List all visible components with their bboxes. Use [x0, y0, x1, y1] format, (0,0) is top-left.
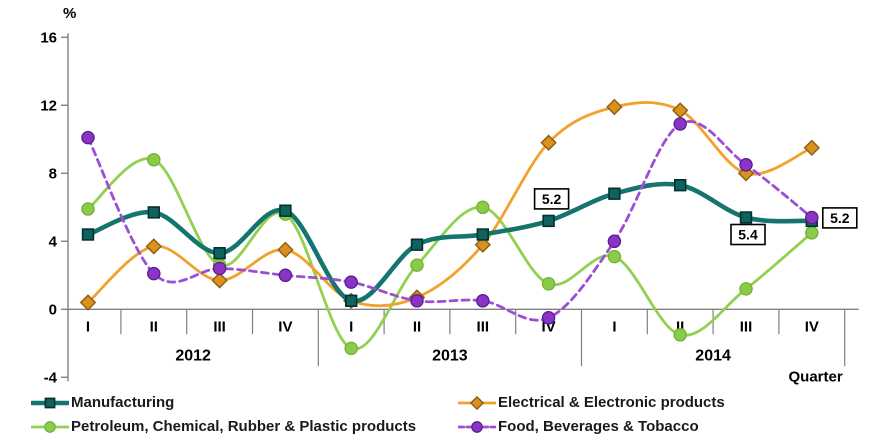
series-marker-square: [673, 179, 687, 192]
y-tick-label: 16: [40, 29, 57, 46]
series-marker-diamond: [211, 272, 228, 289]
series-marker-circle: [81, 130, 95, 145]
series-marker-circle: [147, 152, 161, 167]
quarter-tick-label: III: [477, 318, 490, 335]
legend-item-electrical-electronic: Electrical & Electronic products: [458, 393, 725, 413]
legend-label-food-beverages-tobacco: Food, Beverages & Tobacco: [498, 418, 699, 435]
series-line: [85, 181, 815, 304]
series-marker-circle: [805, 210, 819, 225]
series-marker-circle: [739, 158, 753, 172]
series-marker-diamond: [540, 134, 557, 151]
series-marker-square: [279, 204, 292, 217]
legend-item-food-beverages-tobacco: Food, Beverages & Tobacco: [458, 417, 699, 437]
series-marker-circle: [81, 202, 95, 216]
series-marker-square: [213, 247, 226, 260]
series-marker-diamond: [79, 294, 97, 311]
annotation-text: 5.2: [542, 191, 562, 207]
legend-item-petroleum-chemical: Petroleum, Chemical, Rubber & Plastic pr…: [31, 417, 416, 437]
series-marker-circle: [673, 117, 687, 131]
series-marker-diamond: [803, 139, 820, 156]
series-marker-circle: [410, 294, 424, 308]
y-axis-unit-label: %: [63, 5, 76, 22]
series-marker-circle: [476, 294, 490, 308]
series-marker-circle: [541, 311, 556, 325]
series-marker-circle: [344, 341, 358, 356]
quarter-tick-label: II: [150, 318, 158, 335]
series-marker-diamond: [277, 241, 294, 258]
annotation-box: [730, 223, 766, 246]
series-marker-circle: [212, 261, 227, 276]
legend-item-manufacturing: Manufacturing: [31, 393, 174, 413]
series-marker-square: [344, 294, 358, 307]
annotation-5-2: 5.2: [533, 188, 570, 210]
series-marker-diamond: [474, 236, 491, 253]
legend-swatch-manufacturing: [31, 395, 69, 411]
quarter-tick-label: IV: [805, 318, 819, 335]
series-marker-square: [542, 214, 555, 228]
series-marker-circle: [673, 328, 687, 342]
legend-swatch-electrical-electronic: [458, 395, 496, 411]
quarter-tick-label: IV: [278, 318, 292, 335]
annotation-text: 5.4: [738, 227, 758, 243]
legend-label-electrical-electronic: Electrical & Electronic products: [498, 394, 725, 411]
quarter-tick-label: III: [740, 318, 753, 335]
quarter-tick-label: III: [213, 318, 226, 335]
series-manufacturing: [81, 179, 819, 307]
y-tick-label: 4: [49, 233, 58, 250]
series-marker-circle: [607, 234, 622, 249]
series-marker-circle: [278, 268, 293, 283]
series-marker-square: [44, 397, 56, 409]
series-line: [86, 120, 814, 322]
annotation-box: [533, 188, 570, 210]
legend-label-manufacturing: Manufacturing: [71, 394, 175, 411]
y-tick-label: 0: [49, 301, 57, 318]
series-marker-circle: [739, 282, 753, 296]
series-marker-diamond: [606, 98, 623, 116]
series-marker-circle: [476, 200, 490, 215]
series-food-beverages-tobacco: [81, 117, 819, 325]
series-marker-circle: [471, 421, 483, 433]
y-tick-label: 8: [49, 165, 57, 182]
y-tick-label: -4: [44, 369, 58, 386]
annotation-5-2: 5.2: [821, 207, 858, 229]
quarter-tick-label: II: [413, 318, 421, 335]
series-marker-square: [739, 211, 753, 224]
quarter-tick-label: I: [349, 318, 353, 335]
y-tick-label: 12: [40, 97, 57, 114]
series-marker-circle: [44, 421, 56, 433]
x-axis-title: Quarter: [789, 368, 843, 385]
annotation-box: [821, 207, 858, 229]
series-marker-square: [410, 238, 424, 251]
quarter-tick-label: II: [676, 318, 684, 335]
series-marker-circle: [541, 277, 556, 291]
series-marker-square: [476, 228, 489, 241]
series-marker-square: [81, 228, 95, 241]
series-marker-square: [608, 187, 621, 200]
legend-swatch-petroleum-chemical: [31, 419, 69, 435]
series-marker-circle: [805, 226, 819, 240]
legend-swatch-food-beverages-tobacco: [458, 419, 496, 435]
year-label: 2013: [432, 347, 468, 364]
series-marker-circle: [410, 258, 424, 272]
quarter-tick-label: I: [612, 318, 616, 335]
series-marker-circle: [607, 249, 622, 264]
annotation-5-4: 5.4: [730, 223, 766, 246]
quarter-tick-label: I: [86, 318, 90, 335]
year-label: 2012: [175, 347, 211, 364]
series-marker-square: [147, 206, 160, 219]
annotation-text: 5.2: [830, 210, 850, 226]
series-marker-circle: [147, 266, 161, 281]
series-marker-diamond: [469, 395, 485, 411]
legend-label-petroleum-chemical: Petroleum, Chemical, Rubber & Plastic pr…: [71, 418, 417, 435]
series-marker-diamond: [672, 102, 689, 119]
series-marker-diamond: [145, 238, 162, 255]
series-marker-circle: [344, 275, 358, 289]
year-label: 2014: [695, 347, 731, 364]
